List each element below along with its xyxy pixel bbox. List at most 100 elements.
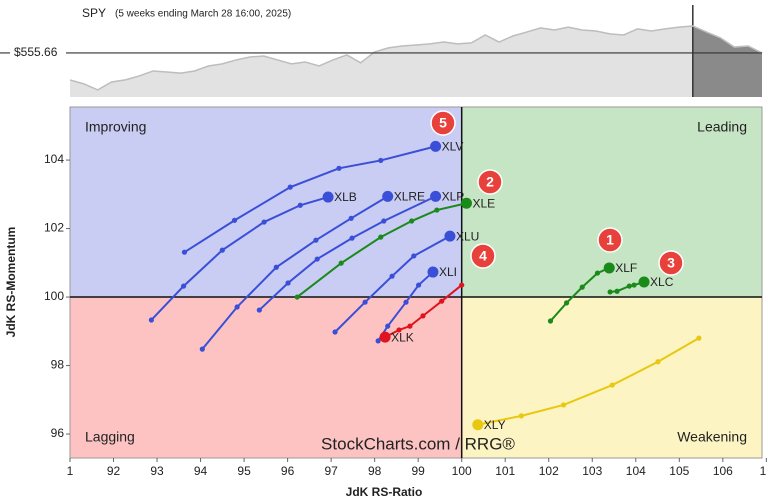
trail-point	[180, 283, 187, 289]
trail-point	[420, 313, 426, 319]
trail-line	[477, 337, 700, 426]
head-point	[603, 262, 615, 274]
x-tick-label: 106	[713, 464, 733, 478]
trail-point	[434, 207, 440, 213]
trail-point	[287, 184, 293, 190]
trail-point	[362, 299, 368, 305]
head-point	[430, 140, 442, 152]
trail-point	[547, 318, 554, 324]
trail-line	[201, 195, 389, 350]
trail-point	[607, 289, 613, 295]
trail-point	[655, 359, 661, 365]
series-label: XLF	[615, 261, 637, 275]
trail-point	[631, 282, 637, 288]
trail-point	[336, 165, 342, 171]
annotation-number: 2	[486, 174, 494, 190]
trail-point	[439, 298, 445, 304]
strip-highlight	[692, 26, 762, 97]
series-label: XLK	[391, 330, 414, 344]
trail-point	[338, 260, 344, 266]
trail-point	[231, 217, 238, 223]
trail-point	[411, 253, 417, 259]
head-point	[472, 419, 484, 431]
trail-point	[594, 270, 601, 276]
trail-point	[273, 264, 279, 270]
x-tick-label: 101	[495, 464, 515, 478]
x-tick-label: 1	[67, 464, 74, 478]
head-point	[430, 190, 442, 202]
trail-point	[234, 304, 240, 310]
trail-point	[219, 247, 225, 253]
label-bg	[10, 43, 66, 62]
annotation-badge	[470, 243, 496, 269]
trail-point	[313, 237, 319, 243]
trail-point	[375, 338, 381, 344]
head-point	[427, 266, 439, 278]
trail-point	[389, 273, 395, 279]
y-tick-label: 100	[44, 289, 64, 303]
quadrant	[461, 297, 762, 458]
trail-point	[459, 282, 465, 288]
trail-point	[609, 382, 615, 388]
annotation-number: 1	[606, 232, 614, 248]
series-label: XLV	[442, 140, 464, 154]
trail-point	[261, 219, 267, 225]
annotation-number: 4	[479, 248, 487, 264]
trail-point	[614, 288, 620, 294]
series-label: XLC	[650, 275, 674, 289]
trail-point	[314, 256, 320, 262]
y-tick-label: 98	[51, 358, 65, 372]
current-price-label: $555.66	[14, 45, 58, 59]
strip-subtitle: (5 weeks ending March 28 16:00, 2025)	[115, 9, 291, 20]
trail-point	[199, 346, 205, 352]
head-point	[444, 230, 456, 242]
x-tick-label: 94	[194, 464, 208, 478]
quadrant-label: Lagging	[85, 429, 135, 445]
trail-point	[518, 413, 524, 419]
annotation-badge	[597, 227, 623, 253]
x-tick-label: 102	[539, 464, 559, 478]
trail-point	[294, 294, 300, 300]
trail-line	[384, 284, 463, 339]
y-tick-label: 96	[51, 426, 65, 440]
watermark: StockCharts.com / RRG®	[321, 434, 515, 453]
x-tick-label: 97	[324, 464, 338, 478]
quadrant	[70, 297, 462, 458]
trail-point	[148, 317, 154, 323]
trail-point	[385, 323, 391, 329]
series-label: XLB	[334, 190, 357, 204]
x-tick-label: 100	[452, 464, 472, 478]
trail-point	[381, 218, 387, 224]
strip-area	[70, 26, 762, 97]
quadrant-label: Leading	[697, 119, 747, 135]
y-axis-label: JdK RS-Momentum	[4, 227, 18, 338]
trail-point	[403, 299, 409, 305]
head-point	[322, 191, 334, 203]
trail-point	[560, 402, 567, 408]
head-point	[379, 331, 391, 343]
x-axis-label: JdK RS-Ratio	[346, 485, 423, 499]
annotation-number: 5	[439, 115, 447, 131]
head-point	[460, 197, 472, 209]
trail-point	[349, 235, 355, 241]
trail-point	[378, 157, 384, 164]
trail-point	[409, 218, 415, 224]
annotation-badge	[430, 110, 456, 136]
series-label: XLU	[456, 229, 479, 243]
trail-line	[296, 202, 467, 298]
series-label: XLE	[472, 196, 495, 210]
x-tick-label: 99	[411, 464, 425, 478]
trail-point	[297, 202, 303, 208]
strip-symbol: SPY	[82, 6, 106, 20]
trail-point	[378, 234, 384, 240]
series-label: XLRE	[394, 190, 425, 204]
series-label: XLP	[442, 190, 465, 204]
y-tick-label: 102	[44, 221, 64, 235]
quadrant-label: Weakening	[677, 429, 747, 445]
x-tick-label: 98	[368, 464, 382, 478]
x-tick-label: 92	[107, 464, 121, 478]
series-label: XLI	[439, 265, 457, 279]
trail-point	[181, 249, 188, 255]
trail-point	[579, 284, 585, 290]
